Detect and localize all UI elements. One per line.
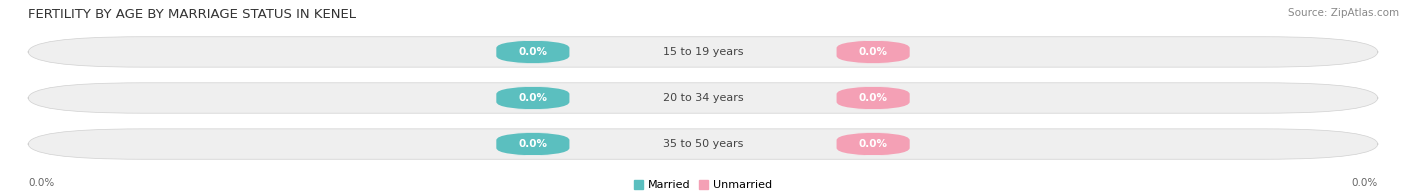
FancyBboxPatch shape (28, 129, 1378, 159)
FancyBboxPatch shape (496, 132, 569, 156)
Text: FERTILITY BY AGE BY MARRIAGE STATUS IN KENEL: FERTILITY BY AGE BY MARRIAGE STATUS IN K… (28, 8, 356, 21)
FancyBboxPatch shape (837, 40, 910, 64)
Text: 0.0%: 0.0% (1351, 178, 1378, 188)
FancyBboxPatch shape (837, 86, 910, 110)
Text: 0.0%: 0.0% (859, 47, 887, 57)
FancyBboxPatch shape (28, 37, 1378, 67)
FancyBboxPatch shape (28, 83, 1378, 113)
Text: 0.0%: 0.0% (28, 178, 55, 188)
Text: Source: ZipAtlas.com: Source: ZipAtlas.com (1288, 8, 1399, 18)
Text: 0.0%: 0.0% (519, 93, 547, 103)
Text: 0.0%: 0.0% (519, 139, 547, 149)
Legend: Married, Unmarried: Married, Unmarried (634, 180, 772, 191)
Text: 15 to 19 years: 15 to 19 years (662, 47, 744, 57)
FancyBboxPatch shape (837, 132, 910, 156)
FancyBboxPatch shape (496, 86, 569, 110)
Text: 35 to 50 years: 35 to 50 years (662, 139, 744, 149)
Text: 20 to 34 years: 20 to 34 years (662, 93, 744, 103)
Text: 0.0%: 0.0% (859, 139, 887, 149)
Text: 0.0%: 0.0% (859, 93, 887, 103)
Text: 0.0%: 0.0% (519, 47, 547, 57)
FancyBboxPatch shape (496, 40, 569, 64)
